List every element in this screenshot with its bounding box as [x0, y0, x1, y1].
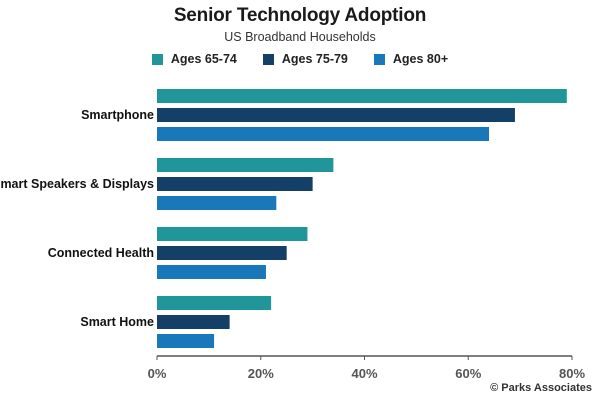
chart-subtitle: US Broadband Households: [224, 30, 376, 44]
category-label-3: Smart Home: [80, 315, 154, 329]
x-tick-label-0: 0%: [148, 366, 167, 381]
bar-2-1: [157, 246, 287, 260]
bar-1-0: [157, 158, 334, 172]
x-tick-label-2: 40%: [351, 366, 377, 381]
category-label-1: Smart Speakers & Displays: [0, 177, 154, 191]
legend: Ages 65-74 Ages 75-79 Ages 80+: [0, 52, 600, 66]
bar-0-0: [157, 89, 567, 103]
bar-3-1: [157, 315, 230, 329]
legend-label-65-74: Ages 65-74: [170, 52, 237, 66]
bar-3-2: [157, 334, 215, 348]
x-tick-label-1: 20%: [248, 366, 274, 381]
bar-2-2: [157, 265, 266, 279]
bar-0-2: [157, 127, 489, 141]
bar-3-0: [157, 296, 272, 310]
legend-swatch-80-plus: [373, 53, 385, 65]
legend-label-75-79: Ages 75-79: [281, 52, 348, 66]
x-tick-label-3: 60%: [455, 366, 481, 381]
bar-0-1: [157, 108, 515, 122]
x-tick-label-4: 80%: [559, 366, 585, 381]
legend-swatch-75-79: [262, 53, 274, 65]
legend-item-80-plus: Ages 80+: [373, 52, 449, 66]
bar-1-1: [157, 177, 313, 191]
bar-1-2: [157, 196, 277, 210]
chart-title: Senior Technology Adoption: [173, 5, 427, 26]
source-credit: © Parks Associates: [490, 382, 592, 394]
legend-swatch-65-74: [151, 53, 163, 65]
category-label-2: Connected Health: [48, 246, 154, 260]
bar-2-0: [157, 227, 308, 241]
legend-label-80-plus: Ages 80+: [392, 52, 449, 66]
legend-item-65-74: Ages 65-74: [151, 52, 237, 66]
legend-item-75-79: Ages 75-79: [262, 52, 348, 66]
category-label-0: Smartphone: [81, 108, 154, 122]
